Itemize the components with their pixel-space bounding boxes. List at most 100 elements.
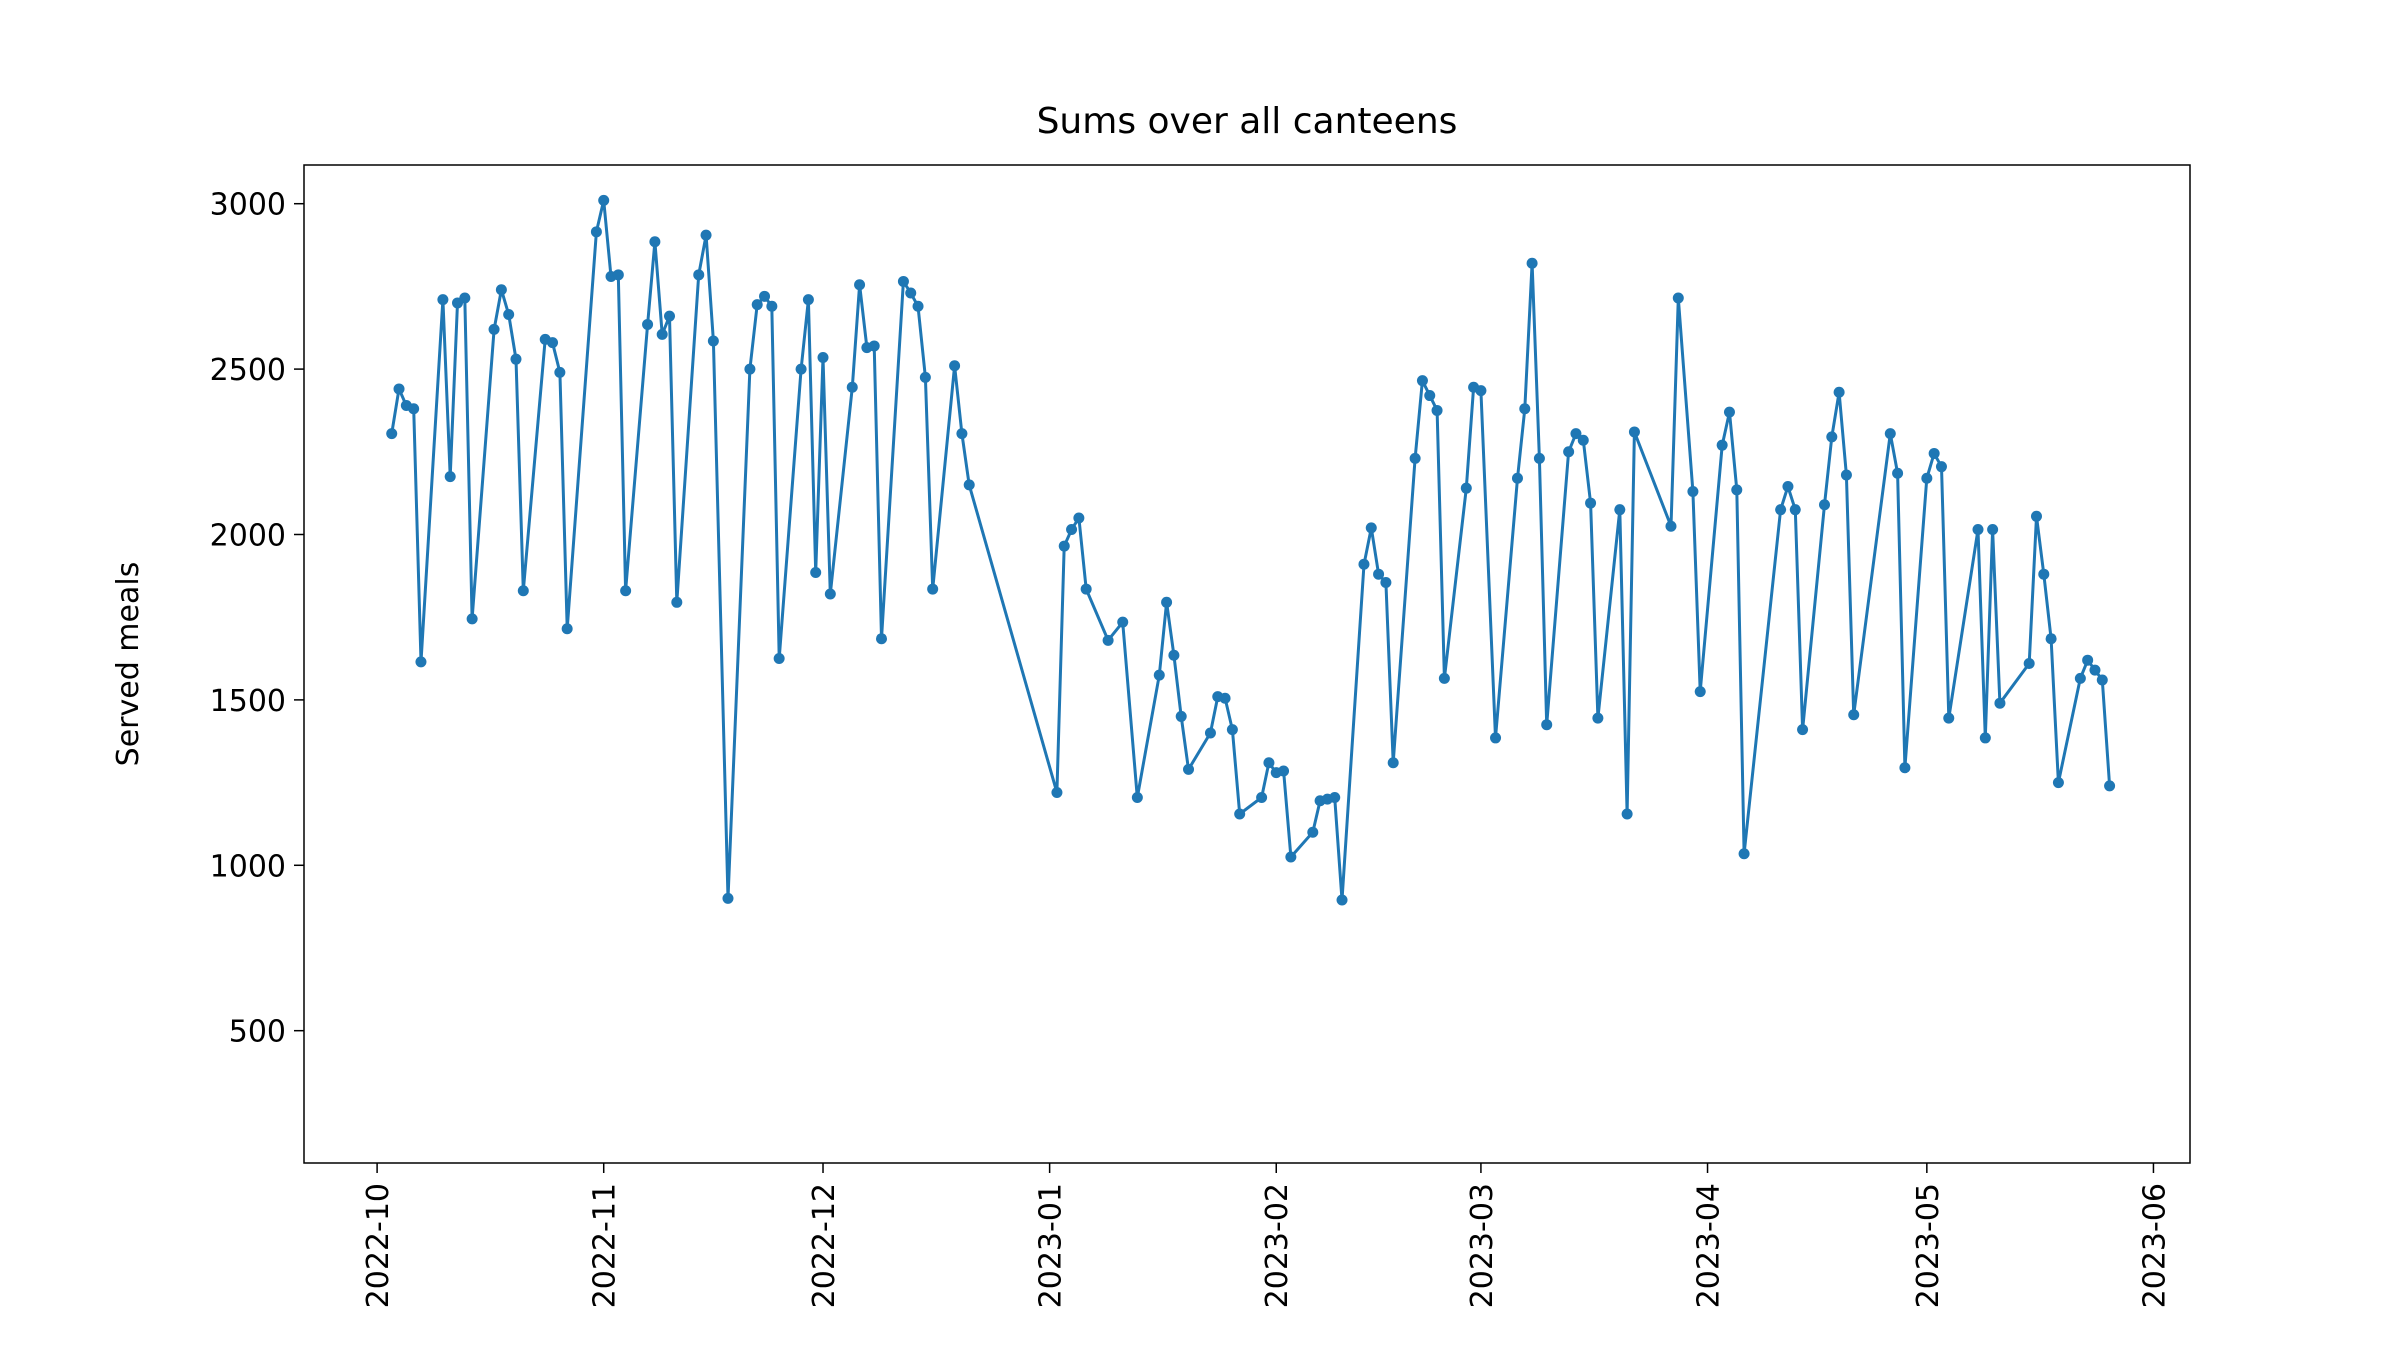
point: [1131, 791, 1143, 803]
point: [2045, 633, 2057, 645]
point: [459, 292, 471, 304]
point: [1577, 434, 1589, 446]
point: [1460, 482, 1472, 494]
point: [1716, 439, 1728, 451]
point: [1475, 385, 1487, 397]
point: [2074, 672, 2086, 684]
point: [1073, 512, 1085, 524]
point: [1921, 472, 1933, 484]
point: [671, 596, 683, 608]
point: [1519, 403, 1531, 415]
point: [1775, 504, 1787, 516]
point: [510, 353, 522, 365]
point: [744, 363, 756, 375]
point: [547, 337, 559, 349]
point: [1387, 757, 1399, 769]
point: [386, 428, 398, 440]
point: [1987, 524, 1999, 536]
point: [642, 318, 654, 330]
point: [1840, 469, 1852, 481]
point: [1168, 649, 1180, 661]
point: [1358, 558, 1370, 570]
point: [795, 363, 807, 375]
point: [919, 371, 931, 383]
point: [1183, 763, 1195, 775]
point: [875, 633, 887, 645]
point: [517, 585, 529, 597]
point: [1278, 765, 1290, 777]
point: [415, 656, 427, 668]
point: [2023, 658, 2035, 670]
point: [1935, 461, 1947, 473]
point: [1329, 791, 1341, 803]
point: [1614, 504, 1626, 516]
point: [620, 585, 632, 597]
point: [1526, 257, 1538, 269]
point: [1694, 686, 1706, 698]
point: [1285, 851, 1297, 863]
point: [846, 381, 858, 393]
point: [1833, 386, 1845, 398]
point: [598, 194, 610, 206]
point: [1263, 757, 1275, 769]
point: [1592, 712, 1604, 724]
point: [1628, 426, 1640, 438]
point: [664, 310, 676, 322]
point: [656, 328, 668, 340]
x-tick-label: 2022-10: [361, 1183, 396, 1308]
point: [927, 583, 939, 595]
point: [1585, 497, 1597, 509]
point: [1972, 524, 1984, 536]
point: [1789, 504, 1801, 516]
point: [1541, 719, 1553, 731]
point: [1234, 808, 1246, 820]
point: [1066, 524, 1078, 536]
point: [707, 335, 719, 347]
point: [393, 383, 405, 395]
point: [1373, 568, 1385, 580]
point: [1336, 894, 1348, 906]
point: [1438, 672, 1450, 684]
point: [495, 284, 507, 296]
point: [554, 366, 566, 378]
point: [1884, 428, 1896, 440]
point: [466, 613, 478, 625]
point: [1161, 596, 1173, 608]
point: [1051, 787, 1063, 799]
point: [1424, 390, 1436, 402]
point: [1826, 431, 1838, 443]
point: [868, 340, 880, 352]
point: [2096, 674, 2108, 686]
point: [1226, 724, 1238, 736]
point: [1219, 692, 1231, 704]
point: [1365, 522, 1377, 534]
point: [1570, 428, 1582, 440]
x-tick-label: 2023-03: [1465, 1183, 1500, 1308]
point: [2030, 510, 2042, 522]
point: [1979, 732, 1991, 744]
point: [1928, 447, 1940, 459]
y-tick-label: 3000: [210, 188, 286, 223]
point: [897, 275, 909, 287]
point: [905, 287, 917, 299]
point: [1687, 485, 1699, 497]
point: [1563, 446, 1575, 458]
y-tick-label: 2000: [210, 518, 286, 553]
point: [854, 279, 866, 291]
point: [1797, 724, 1809, 736]
point: [1511, 472, 1523, 484]
point: [1899, 762, 1911, 774]
point: [1117, 616, 1129, 628]
point: [759, 290, 771, 302]
point: [802, 294, 814, 306]
point: [561, 623, 573, 635]
point: [1416, 375, 1428, 387]
point: [766, 300, 778, 312]
y-tick-label: 1000: [210, 849, 286, 884]
point: [1307, 826, 1319, 838]
point: [912, 300, 924, 312]
point: [693, 269, 705, 281]
x-tick-label: 2022-11: [588, 1183, 623, 1308]
line: [390, 200, 2112, 901]
point: [1431, 404, 1443, 416]
